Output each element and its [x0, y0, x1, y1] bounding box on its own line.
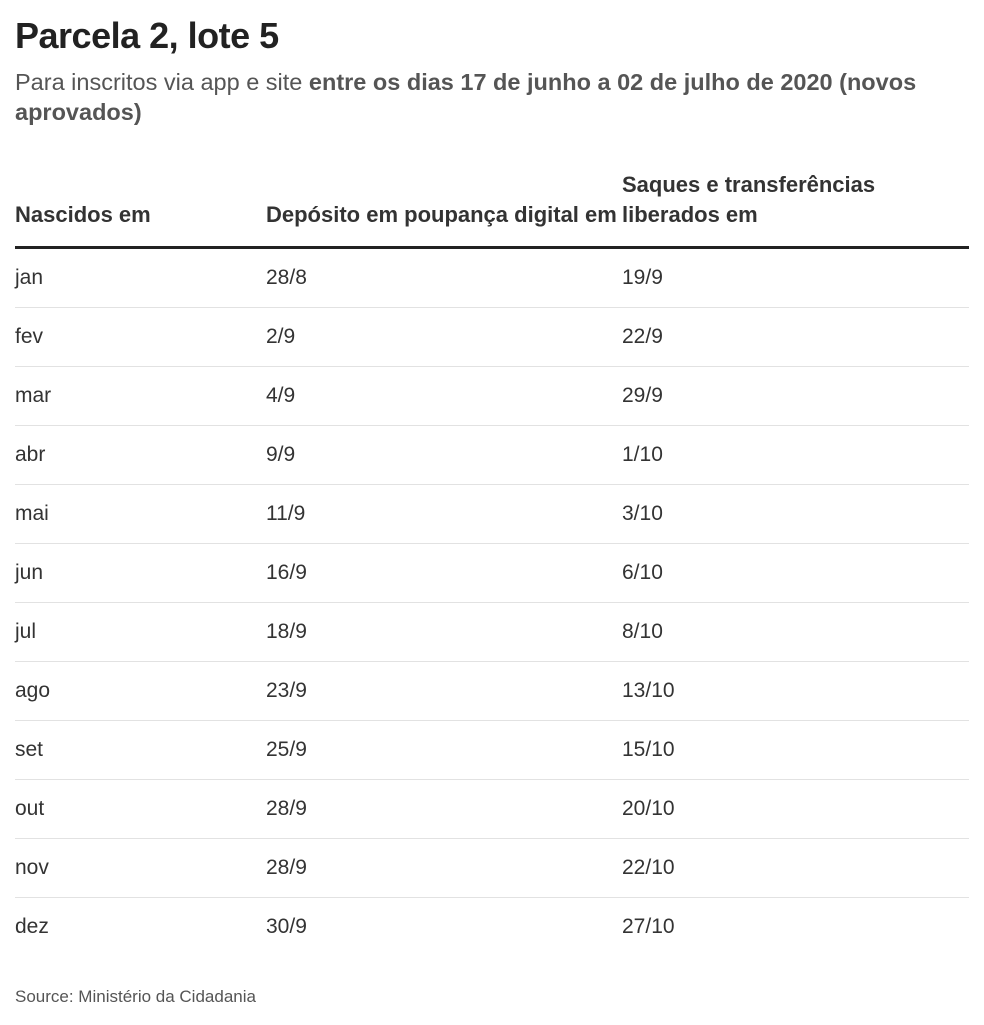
cell-deposit: 18/9	[266, 602, 622, 662]
table-row: mai 11/9 3/10	[15, 484, 969, 544]
chart-subtitle: Para inscritos via app e site entre os d…	[15, 67, 955, 127]
cell-deposit: 11/9	[266, 484, 622, 544]
column-header-withdrawal: Saques e transferências liberados em	[622, 170, 969, 249]
cell-withdrawal: 3/10	[622, 484, 969, 544]
cell-deposit: 23/9	[266, 661, 622, 721]
cell-withdrawal: 1/10	[622, 425, 969, 485]
table-row: nov 28/9 22/10	[15, 838, 969, 898]
cell-born: jun	[15, 543, 266, 603]
cell-born: jul	[15, 602, 266, 662]
table-row: jun 16/9 6/10	[15, 543, 969, 603]
table-header: Nascidos em Depósito em poupança digital…	[15, 170, 969, 249]
cell-born: dez	[15, 915, 49, 938]
cell-withdrawal: 29/9	[622, 366, 969, 426]
cell-born: out	[15, 779, 266, 839]
table-row: mar 4/9 29/9	[15, 366, 969, 426]
cell-deposit: 30/9	[266, 915, 307, 938]
cell-deposit: 28/9	[266, 838, 622, 898]
table-row: dez 30/9 27/10	[15, 898, 969, 957]
cell-withdrawal: 6/10	[622, 543, 969, 603]
table-row: abr 9/9 1/10	[15, 425, 969, 485]
cell-born: ago	[15, 661, 266, 721]
column-header-deposit: Depósito em poupança digital em	[266, 170, 622, 249]
cell-deposit: 2/9	[266, 307, 622, 367]
cell-deposit: 25/9	[266, 720, 622, 780]
table-body: jan 28/8 19/9 fev 2/9 22/9 mar 4/9 29/9 abr 9/9 1/1…	[15, 247, 969, 957]
cell-born: fev	[15, 307, 266, 367]
cell-withdrawal: 15/10	[622, 720, 969, 780]
cell-deposit: 4/9	[266, 366, 622, 426]
cell-withdrawal: 20/10	[622, 779, 969, 839]
cell-born: abr	[15, 425, 266, 485]
chart-title: Parcela 2, lote 5	[15, 15, 279, 56]
table-row: jan 28/8 19/9	[15, 247, 969, 308]
cell-withdrawal: 22/9	[622, 307, 969, 367]
table-row: ago 23/9 13/10	[15, 661, 969, 721]
cell-withdrawal: 22/10	[622, 838, 969, 898]
table-row: set 25/9 15/10	[15, 720, 969, 780]
table-row: jul 18/9 8/10	[15, 602, 969, 662]
header-row: Nascidos em Depósito em poupança digital…	[15, 170, 969, 249]
source-note: Source: Ministério da Cidadania	[15, 987, 256, 1006]
cell-born: nov	[15, 838, 266, 898]
table-row: fev 2/9 22/9	[15, 307, 969, 367]
table-row: out 28/9 20/10	[15, 779, 969, 839]
column-header-born: Nascidos em	[15, 170, 266, 249]
cell-withdrawal: 13/10	[622, 661, 969, 721]
chart-container: Parcela 2, lote 5 Para inscritos via app…	[15, 0, 969, 938]
cell-withdrawal: 8/10	[622, 602, 969, 662]
cell-deposit: 16/9	[266, 543, 622, 603]
cell-withdrawal: 27/10	[622, 915, 675, 938]
subtitle-bold: entre os dias 17 de junho a 02 de julho …	[15, 69, 917, 125]
cell-deposit: 28/9	[266, 779, 622, 839]
cell-born: mai	[15, 484, 266, 544]
cell-born: jan	[15, 247, 266, 308]
cell-deposit: 28/8	[266, 247, 622, 308]
cell-deposit: 9/9	[266, 425, 622, 485]
cell-born: set	[15, 720, 266, 780]
cell-born: mar	[15, 366, 266, 426]
subtitle-regular: Para inscritos via app e site	[15, 69, 309, 95]
cell-withdrawal: 19/9	[622, 247, 969, 308]
data-table: Nascidos em Depósito em poupança digital…	[15, 170, 969, 956]
